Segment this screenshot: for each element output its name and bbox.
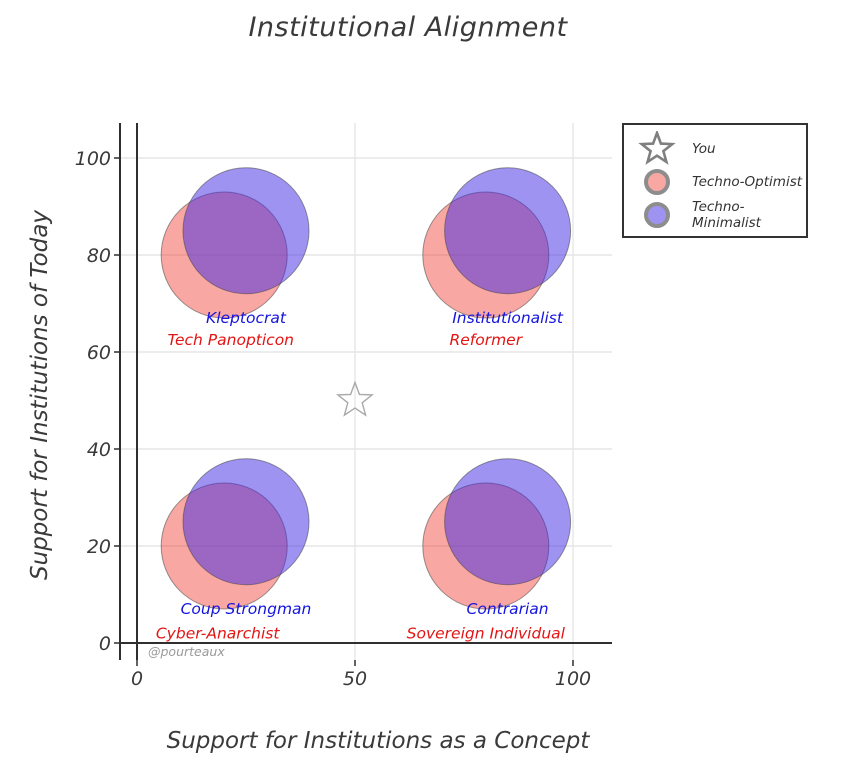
legend-item-label: Techno-Optimist <box>692 173 803 190</box>
quadrant-label: Institutionalist <box>452 309 564 327</box>
marker-techno-minimalist <box>182 458 310 586</box>
y-tick-label: 100 <box>75 148 111 170</box>
legend-item-label: You <box>692 140 716 157</box>
quadrant-label: Sovereign Individual <box>407 624 566 642</box>
x-axis-title: Support for Institutions as a Concept <box>166 728 590 754</box>
quadrant-label: Coup Strongman <box>181 600 312 618</box>
marker-techno-minimalist <box>444 458 572 586</box>
x-tick-label: 100 <box>555 668 591 690</box>
watermark: @pourteaux <box>148 644 225 659</box>
x-tick-label: 0 <box>131 668 143 690</box>
optimist-circle-icon <box>638 165 676 198</box>
marker-techno-minimalist <box>444 167 572 295</box>
y-tick-label: 60 <box>87 342 111 364</box>
quadrant-label: Contrarian <box>467 600 549 618</box>
marker-you-star <box>335 380 375 417</box>
legend-item-techno-minimalist[interactable]: Techno-Minimalist <box>624 198 806 231</box>
x-tick-label: 50 <box>343 668 367 690</box>
legend: You Techno-Optimist Techno-Minimalist <box>622 123 808 238</box>
quadrant-label: Kleptocrat <box>206 309 287 327</box>
quadrant-label: Tech Panopticon <box>167 331 294 349</box>
legend-item-label: Techno-Minimalist <box>692 198 761 231</box>
y-tick-label: 80 <box>87 245 111 267</box>
minimalist-circle-icon <box>638 198 676 231</box>
y-tick-label: 40 <box>87 439 111 461</box>
star-icon <box>638 130 676 165</box>
quadrant-label: Reformer <box>449 331 523 349</box>
marker-techno-minimalist <box>182 167 310 295</box>
legend-item-techno-optimist[interactable]: Techno-Optimist <box>624 165 806 198</box>
y-tick-label: 20 <box>87 536 111 558</box>
quadrant-label: Cyber-Anarchist <box>156 624 281 642</box>
y-tick-label: 0 <box>99 633 111 655</box>
legend-item-you[interactable]: You <box>624 130 806 165</box>
chart-title: Institutional Alignment <box>248 12 568 43</box>
y-axis-title: Support for Institutions of Today <box>27 210 53 580</box>
